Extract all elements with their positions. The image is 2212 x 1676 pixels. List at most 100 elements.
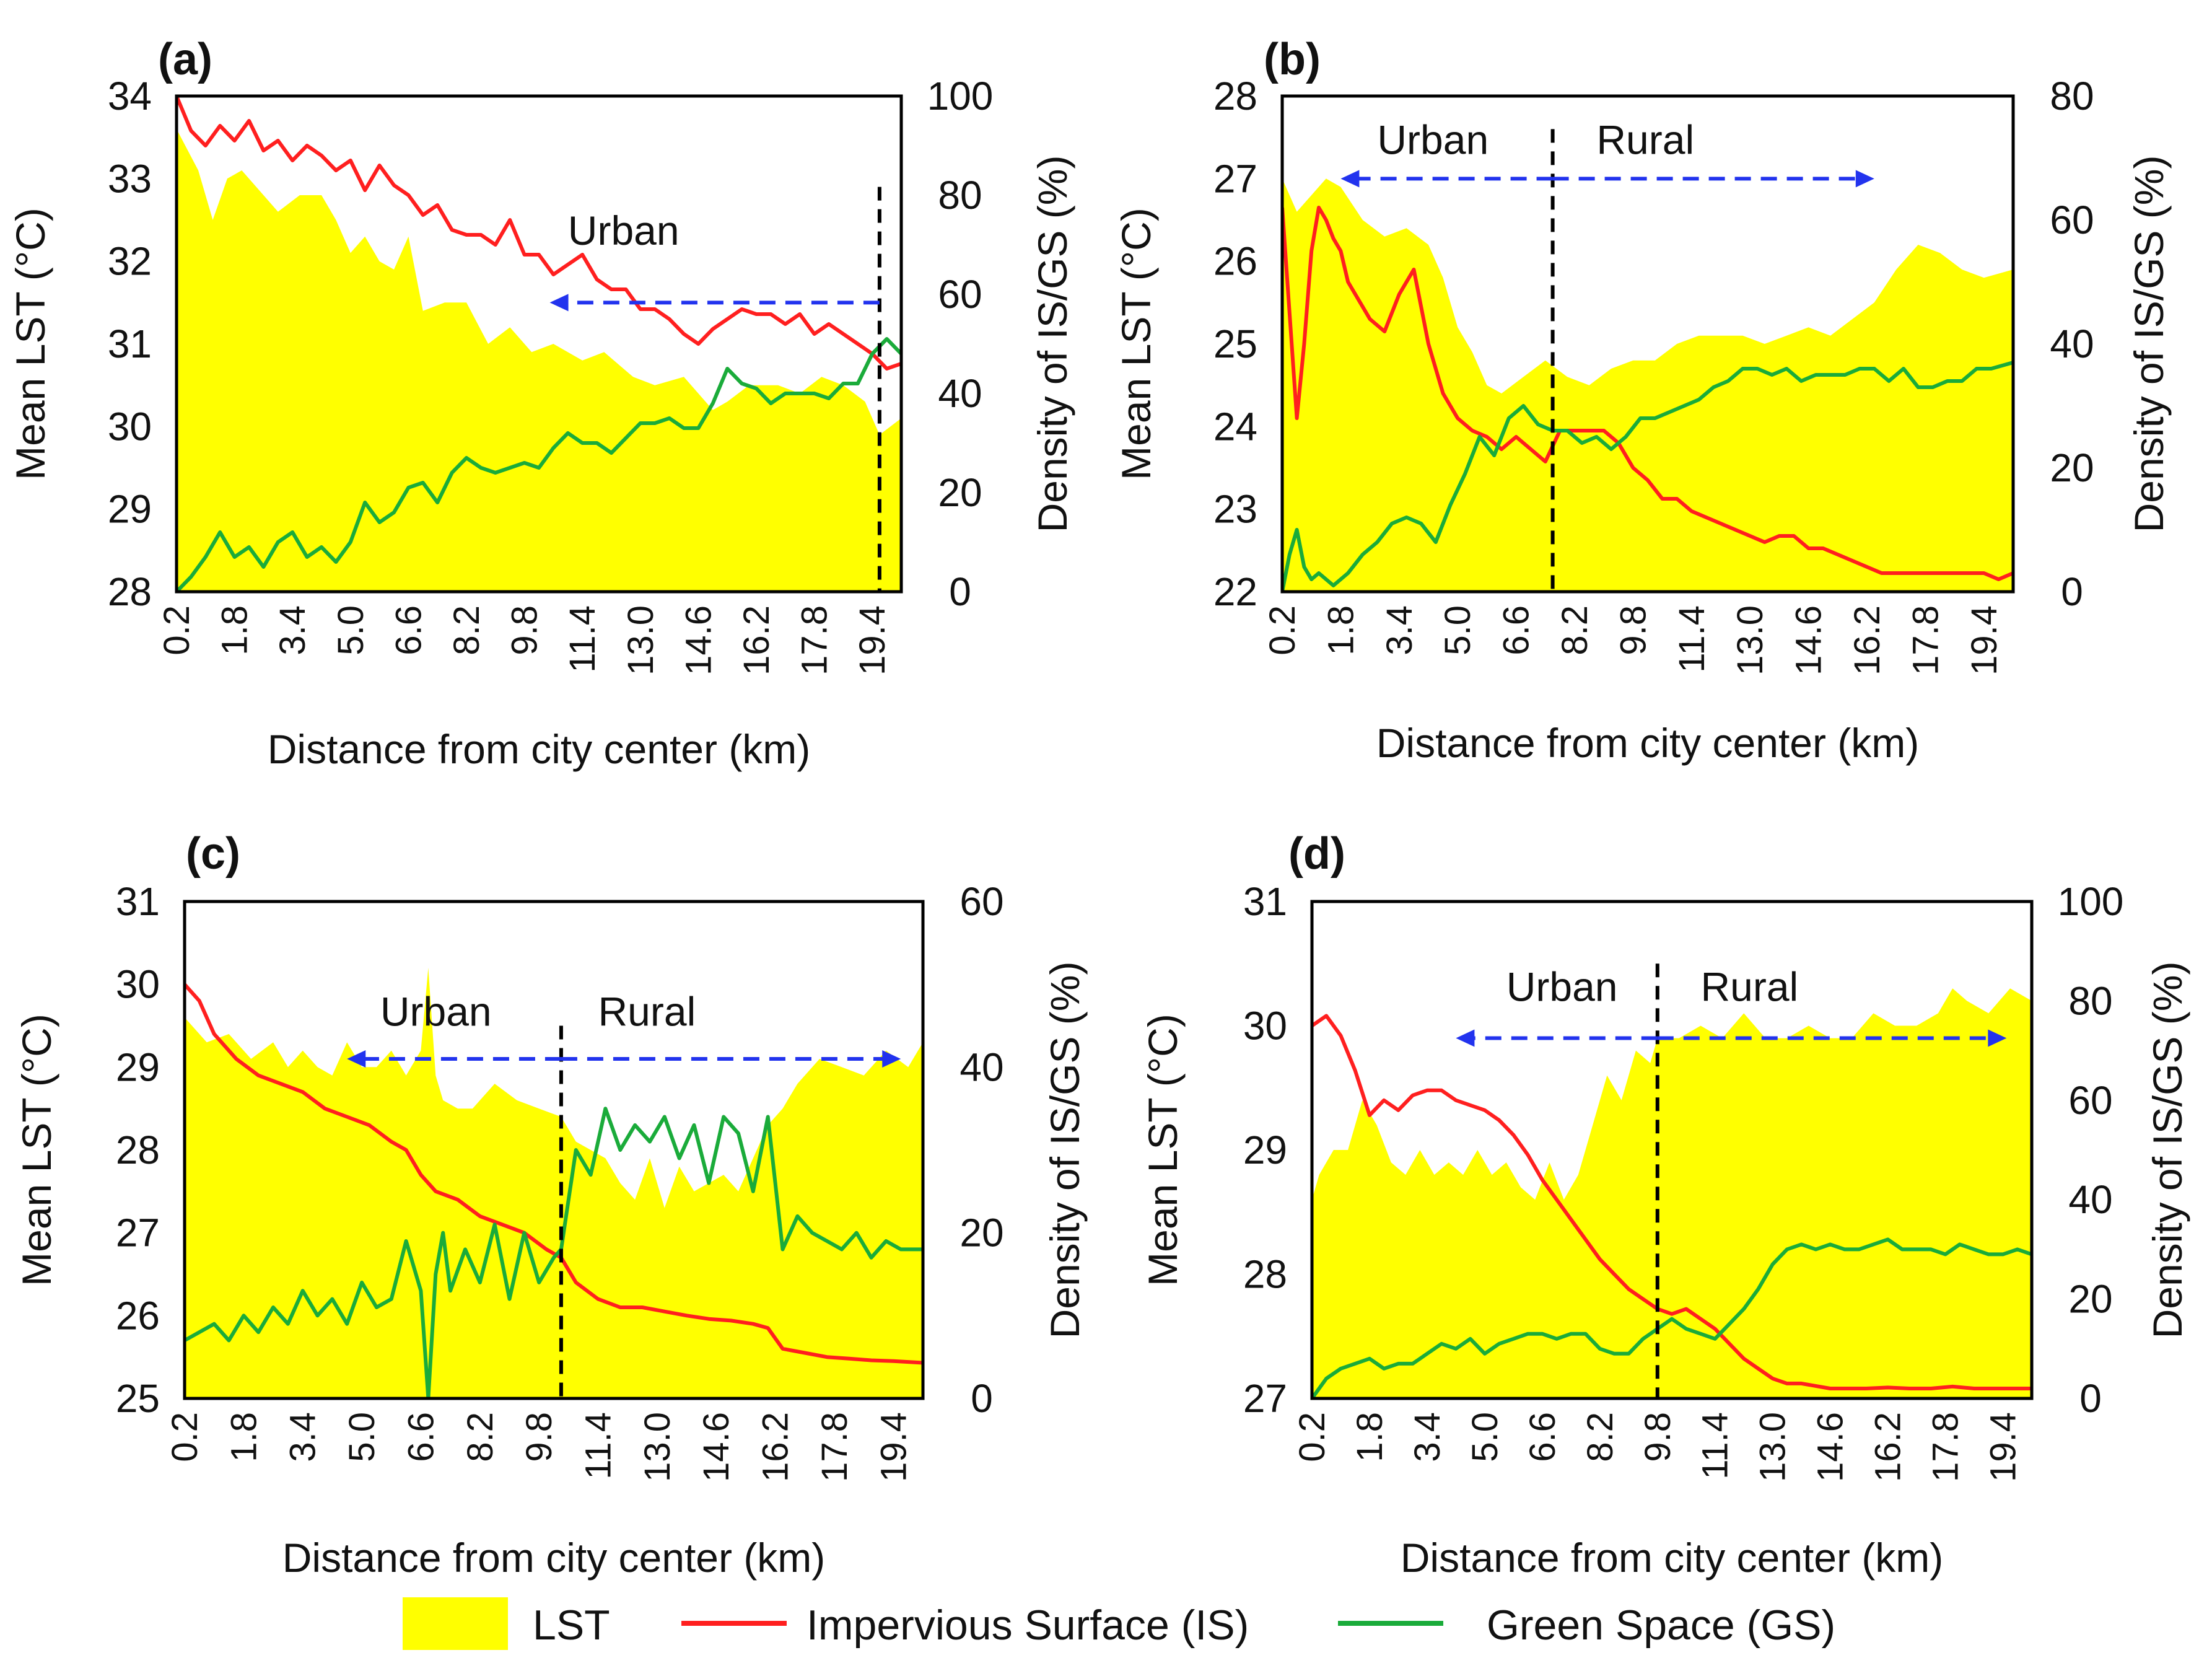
x-tick-label: 6.6 [1497, 605, 1537, 656]
x-tick-label: 13.0 [1753, 1412, 1793, 1482]
y-left-tick-label: 29 [108, 487, 152, 532]
x-tick-label: 0.2 [1292, 1412, 1332, 1462]
y-right-tick-label: 100 [927, 74, 994, 118]
x-tick-label: 13.0 [621, 605, 661, 675]
x-tick-label: 3.4 [1407, 1412, 1448, 1462]
x-tick-label: 19.4 [1983, 1412, 2024, 1482]
y-left-tick-label: 34 [108, 74, 152, 118]
x-tick-label: 17.8 [1926, 1412, 1966, 1482]
x-tick-label: 19.4 [1964, 605, 2004, 675]
legend-is-label: Impervious Surface (IS) [807, 1602, 1249, 1649]
zone-arrowhead [882, 1050, 901, 1068]
y-left-tick-label: 22 [1213, 569, 1257, 614]
y-left-tick-label: 25 [116, 1376, 160, 1421]
y-right-tick-label: 80 [938, 173, 982, 217]
x-tick-label: 8.2 [447, 605, 487, 656]
x-tick-label: 3.4 [283, 1412, 323, 1462]
y-left-axis-title: Mean LST (°C) [1140, 1014, 1186, 1286]
zone-label: Urban [380, 989, 492, 1035]
y-right-tick-label: 60 [2068, 1078, 2112, 1123]
chart-panel-d: Urban Rural 27 28 29 30 31 0 20 40 60 80 100 0.2 1.8 3.… [1140, 829, 2190, 1581]
gs-line [1312, 1237, 2032, 1398]
y-right-tick-label: 20 [2050, 445, 2094, 490]
y-right-tick-label: 40 [960, 1045, 1003, 1089]
y-left-axis-title: Mean LST (°C) [7, 208, 53, 480]
y-right-tick-label: 20 [2068, 1277, 2112, 1322]
y-left-tick-label: 27 [116, 1211, 160, 1255]
y-right-tick-label: 80 [2068, 978, 2112, 1023]
panel-label: (c) [186, 829, 240, 879]
x-tick-label: 9.8 [1638, 1412, 1678, 1462]
x-tick-label: 9.8 [519, 1412, 559, 1462]
plot-frame [175, 94, 903, 594]
y-right-tick-label: 0 [2079, 1376, 2102, 1421]
x-axis-title: Distance from city center (km) [282, 1535, 826, 1581]
x-tick-label: 16.2 [737, 605, 777, 675]
y-left-tick-label: 33 [108, 156, 152, 201]
x-tick-label: 13.0 [637, 1412, 678, 1482]
lst-area [1282, 178, 2013, 592]
legend-gs-label: Green Space (GS) [1487, 1602, 1835, 1649]
x-tick-label: 0.2 [1262, 605, 1303, 656]
y-right-tick-label: 80 [2050, 74, 2094, 118]
chart-panel-b: Urban Rural 22 23 24 25 26 27 28 0 20 40 60 80 0.2 1.8 3… [1113, 35, 2172, 766]
x-tick-label: 17.8 [1905, 605, 1946, 675]
y-left-tick-label: 29 [1243, 1128, 1287, 1172]
x-tick-label: 13.0 [1730, 605, 1770, 675]
y-right-tick-label: 20 [938, 470, 982, 515]
y-left-tick-label: 25 [1213, 322, 1257, 366]
is-line [185, 983, 923, 1365]
zone-arrowhead [1340, 170, 1360, 188]
x-axis-title: Distance from city center (km) [1376, 720, 1920, 766]
legend-lst-swatch [403, 1597, 508, 1650]
y-left-axis-title: Mean LST (°C) [1113, 208, 1159, 480]
x-tick-label: 9.8 [1613, 605, 1653, 656]
x-tick-label: 16.2 [756, 1412, 796, 1482]
y-right-axis-title: Density of IS/GS (%) [2144, 962, 2190, 1339]
plot-frame [1310, 900, 2034, 1400]
is-line [1282, 206, 2013, 581]
x-tick-label: 14.6 [1811, 1412, 1851, 1482]
x-tick-label: 11.4 [562, 605, 603, 673]
chart-panel-a: Urban 28 29 30 31 32 33 34 0 20 40 60 80 100 0.2 1.8 3.4… [7, 35, 1075, 772]
x-tick-label: 5.0 [331, 605, 371, 656]
y-left-tick-label: 31 [116, 879, 160, 924]
x-tick-label: 16.2 [1868, 1412, 1908, 1482]
x-tick-label: 14.6 [696, 1412, 737, 1482]
zone-arrowhead [1456, 1029, 1475, 1047]
zone-label: Urban [568, 208, 680, 253]
x-tick-label: 9.8 [505, 605, 545, 656]
y-right-tick-label: 100 [2058, 879, 2124, 924]
x-tick-label: 6.6 [1523, 1412, 1563, 1462]
y-left-tick-label: 27 [1243, 1376, 1287, 1421]
y-left-tick-label: 30 [1243, 1004, 1287, 1048]
zone-arrowhead [347, 1050, 366, 1068]
x-tick-label: 8.2 [1555, 605, 1595, 656]
x-tick-label: 3.4 [1379, 605, 1420, 656]
y-right-axis-title: Density of IS/GS (%) [1029, 156, 1075, 533]
y-right-tick-label: 40 [2050, 322, 2094, 366]
zone-label: Urban [1506, 963, 1618, 1009]
is-line [177, 96, 901, 371]
x-axis-title: Distance from city center (km) [268, 726, 811, 772]
x-tick-label: 0.2 [157, 605, 197, 656]
y-left-tick-label: 26 [116, 1293, 160, 1338]
plot-frame [1280, 94, 2015, 594]
x-tick-label: 1.8 [215, 605, 255, 656]
y-right-tick-label: 0 [949, 569, 971, 614]
x-tick-label: 0.2 [165, 1412, 205, 1462]
panel-label: (d) [1288, 829, 1345, 879]
x-tick-label: 11.4 [579, 1412, 619, 1480]
panel-label: (a) [158, 35, 212, 84]
y-left-axis-title: Mean LST (°C) [14, 1014, 59, 1286]
x-tick-label: 14.6 [1789, 605, 1829, 675]
x-axis-title: Distance from city center (km) [1401, 1535, 1944, 1581]
zone-label: Rural [598, 989, 696, 1035]
y-right-tick-label: 40 [938, 371, 982, 416]
x-tick-label: 1.8 [1350, 1412, 1390, 1462]
x-tick-label: 6.6 [401, 1412, 441, 1462]
zone-label: Urban [1377, 116, 1489, 162]
x-tick-label: 5.0 [342, 1412, 382, 1462]
y-right-tick-label: 60 [2050, 198, 2094, 242]
zone-label: Rural [1596, 116, 1694, 162]
